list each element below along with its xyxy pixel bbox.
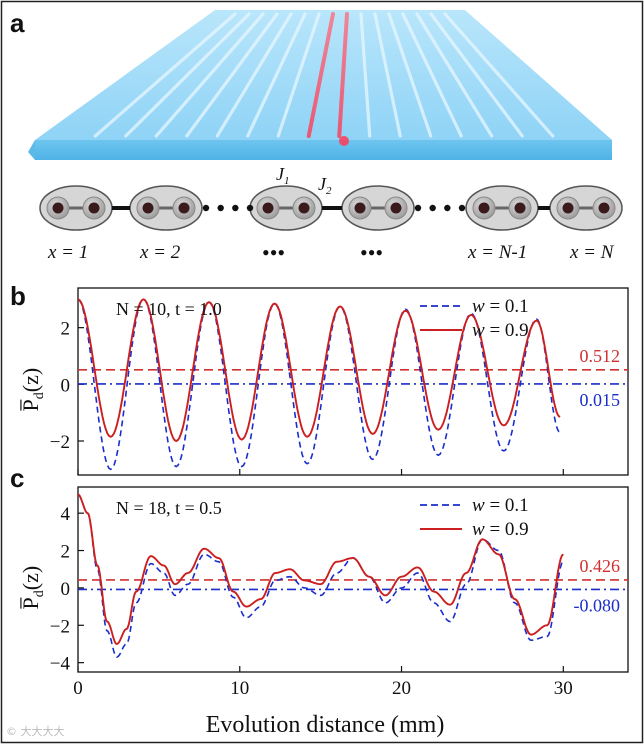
dimer-unit <box>39 185 113 231</box>
waveguide <box>373 12 402 138</box>
panel-label-b: b <box>10 281 26 311</box>
site-core <box>562 202 574 214</box>
coupled-dimer-chain <box>39 185 623 231</box>
y-tick-label: 2 <box>61 542 71 563</box>
waveguide <box>276 12 321 138</box>
x-tick-label: 10 <box>230 678 249 699</box>
site-core <box>298 202 310 214</box>
site-label-ellipsis-2: ••• <box>360 240 383 265</box>
mean-label: -0.080 <box>574 595 621 615</box>
dimer-unit <box>129 185 203 231</box>
legend-label: w = 0.1 <box>472 296 529 317</box>
site-core <box>598 202 610 214</box>
mean-label: 0.426 <box>580 556 621 576</box>
site-core <box>178 202 190 214</box>
waveguide <box>124 12 251 138</box>
site-label-1: x = 1 <box>47 242 88 263</box>
site-core <box>478 202 490 214</box>
y-tick-label: 2 <box>61 319 71 340</box>
dimer-unit <box>249 185 323 231</box>
dimer-unit <box>549 185 623 231</box>
waveguide <box>415 12 494 138</box>
site-label-ellipsis-1: ••• <box>262 240 285 265</box>
waveguide <box>215 12 293 138</box>
series-line <box>78 298 561 443</box>
waveguide-array <box>93 12 555 146</box>
y-tick-label: −4 <box>50 654 71 675</box>
waveguide <box>185 12 279 138</box>
series-line <box>78 493 564 658</box>
y-tick-label: −2 <box>50 432 70 453</box>
chain-ellipsis-dot <box>444 204 451 212</box>
plot-c: −4 −2 0 2 4 0 10 20 30 P̅d(z) 0.426 -0.080 N = 18, t… <box>18 486 629 699</box>
mean-label: 0.512 <box>580 346 621 366</box>
site-core <box>52 202 64 214</box>
panel-label-a: a <box>10 8 25 38</box>
chain-ellipsis-dot <box>246 204 254 212</box>
plot-frame <box>77 287 629 476</box>
site-core <box>354 202 366 214</box>
x-axis-label: Evolution distance (mm) <box>206 712 445 738</box>
y-axis-label: P̅d(z) <box>18 368 47 412</box>
x-tick-label: 0 <box>73 678 83 699</box>
excitation-spot <box>339 136 349 146</box>
waveguide <box>306 12 335 138</box>
legend-label: w = 0.1 <box>472 495 529 516</box>
series-line <box>78 493 564 646</box>
y-axis-label: P̅d(z) <box>18 566 47 610</box>
x-tick-label: 20 <box>392 678 411 699</box>
dimer-unit <box>341 185 415 231</box>
plot-area <box>78 493 628 658</box>
waveguide <box>93 12 237 138</box>
legend-label: w = 0.9 <box>472 519 529 540</box>
chain-ellipsis-dot <box>414 204 422 212</box>
plot-b: −2 0 2 P̅d(z) 0.512 0.015 N = 10, t = 1.0 w = 0… <box>18 287 629 476</box>
y-tick-label: 4 <box>61 504 71 525</box>
annotation: N = 10, t = 1.0 <box>116 299 222 319</box>
chain-ellipsis-dot <box>232 204 239 212</box>
y-tick-label: 0 <box>61 375 71 396</box>
series-line <box>78 298 561 471</box>
site-label-2: x = 2 <box>139 242 181 263</box>
legend-label: w = 0.9 <box>472 320 529 341</box>
waveguide <box>359 12 372 138</box>
mean-label: 0.015 <box>580 390 621 410</box>
coupling-label-j1: J1 <box>276 164 290 187</box>
chain-ellipsis-dot <box>217 204 224 212</box>
site-core <box>88 202 100 214</box>
annotation: N = 18, t = 0.5 <box>116 498 222 518</box>
waveguide <box>154 12 265 138</box>
site-label-n-1: x = N-1 <box>467 242 527 263</box>
coupling-label-j2: J2 <box>318 174 332 197</box>
panel-label-c: c <box>10 463 24 493</box>
waveguide <box>429 12 524 138</box>
site-core <box>514 202 526 214</box>
waveguide <box>337 12 349 138</box>
site-label-n: x = N <box>569 242 615 263</box>
chain-ellipsis-dot <box>429 204 436 212</box>
chain-ellipsis-dot <box>458 204 466 212</box>
x-tick-label: 30 <box>554 678 573 699</box>
site-core <box>142 202 154 214</box>
waveguide-slab <box>28 10 612 160</box>
dimer-unit <box>465 185 539 231</box>
waveguide <box>401 12 463 138</box>
watermark: © 大大大大 <box>6 724 65 738</box>
waveguide <box>443 12 555 138</box>
site-core <box>390 202 402 214</box>
chain-ellipsis-dot <box>202 204 210 212</box>
y-tick-label: −2 <box>50 616 70 637</box>
waveguide <box>387 12 433 138</box>
waveguide <box>246 12 307 138</box>
y-tick-label: 0 <box>61 579 71 600</box>
plot-area <box>78 298 628 471</box>
site-core <box>262 202 274 214</box>
